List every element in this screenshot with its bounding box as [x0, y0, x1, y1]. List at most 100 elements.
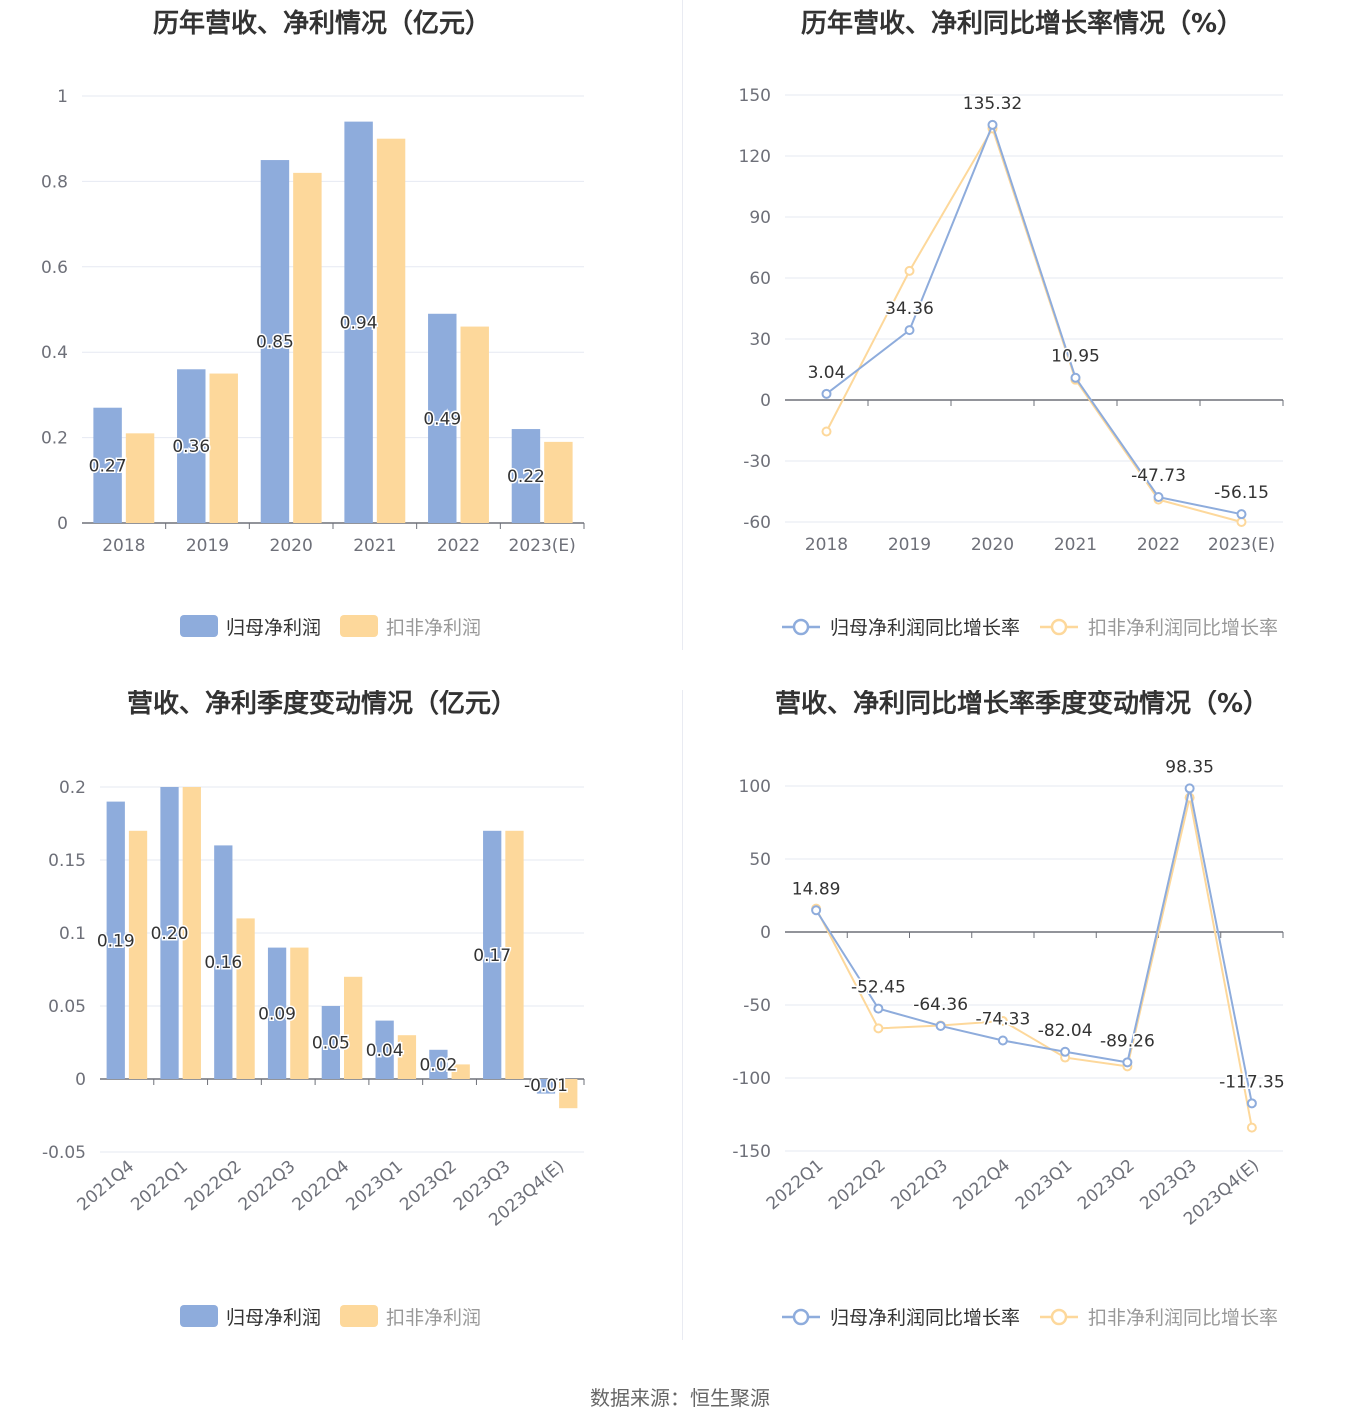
bar-series1 — [483, 830, 502, 1079]
vertical-divider-top — [682, 0, 683, 650]
bar-series2 — [290, 947, 309, 1079]
bar-series1 — [160, 787, 179, 1079]
y-tick-label: 1 — [57, 87, 68, 107]
data-label: 0.36 — [172, 437, 210, 457]
y-tick-label: -0.05 — [42, 1143, 86, 1163]
chart-title: 历年营收、净利同比增长率情况（%） — [801, 8, 1243, 39]
data-label: -117.35 — [1219, 1072, 1285, 1092]
point-series2 — [821, 426, 832, 437]
y-tick-label: 60 — [749, 269, 771, 289]
chart-title: 营收、净利季度变动情况（亿元） — [127, 690, 517, 719]
annual-growth-chart-svg: 历年营收、净利同比增长率情况（%） -60 -30 0 30 60 90 120 150 2018… — [739, 8, 1284, 639]
legend-swatch — [340, 615, 378, 637]
y-tick-label: -60 — [743, 513, 771, 533]
point-series1 — [1246, 1098, 1257, 1109]
data-label: 98.35 — [1165, 757, 1214, 777]
bar-series1 — [214, 845, 233, 1079]
y-tick-label: -50 — [743, 996, 771, 1016]
point-series1 — [1236, 509, 1247, 520]
data-label: -0.01 — [524, 1076, 568, 1096]
quarterly-growth-chart-svg: 营收、净利同比增长率季度变动情况（%） -150 -100 -50 0 50 100 2022… — [732, 690, 1286, 1329]
x-tick-label: 2021 — [1054, 535, 1097, 555]
data-label: 0.85 — [256, 333, 294, 353]
point-series1 — [997, 1035, 1008, 1046]
data-label: 34.36 — [885, 299, 934, 319]
data-label: 0.17 — [473, 946, 511, 966]
data-label: 0.16 — [204, 953, 242, 973]
point-series1 — [1060, 1046, 1071, 1057]
data-label: -52.45 — [851, 978, 906, 998]
point-series1 — [1070, 372, 1081, 383]
legend-marker — [792, 1308, 810, 1326]
data-label: -89.26 — [1100, 1031, 1155, 1051]
point-series2 — [1246, 1122, 1257, 1133]
x-tick-label: 2023Q2 — [1074, 1156, 1139, 1215]
y-tick-label: 0.8 — [41, 172, 68, 192]
bar-series1 — [511, 429, 541, 523]
bar-series2 — [451, 1064, 470, 1079]
data-label: 10.95 — [1051, 347, 1100, 367]
y-tick-label: 0 — [57, 514, 68, 534]
point-series1 — [987, 119, 998, 130]
x-tick-label: 2022Q3 — [887, 1156, 952, 1215]
data-label: 0.94 — [340, 313, 378, 333]
point-series1 — [811, 905, 822, 916]
point-series2 — [1236, 517, 1247, 527]
x-tick-label: 2023(E) — [509, 536, 576, 556]
data-label: -56.15 — [1214, 483, 1269, 503]
point-series1 — [821, 388, 832, 399]
point-series2 — [997, 1016, 1008, 1027]
x-tick-label: 2020 — [270, 536, 313, 556]
legend-label: 归母净利润 — [226, 1307, 321, 1329]
data-label: 0.02 — [419, 1055, 457, 1075]
data-label: -47.73 — [1131, 466, 1186, 486]
point-series1 — [935, 1020, 946, 1031]
annual-growth-chart: 历年营收、净利同比增长率情况（%） -60 -30 0 30 60 90 120 150 2018… — [680, 0, 1360, 690]
quarterly-profit-chart-svg: 营收、净利季度变动情况（亿元） -0.05 0 0.05 0.1 0.15 0.2 2021Q… — [42, 690, 585, 1329]
x-tick-label: 2023Q2 — [396, 1157, 461, 1216]
y-tick-label: 0.15 — [48, 851, 86, 871]
y-tick-label: -100 — [732, 1069, 771, 1089]
legend-label: 扣非净利润 — [386, 1307, 481, 1329]
bar-series2 — [293, 172, 322, 524]
line-series1 — [815, 788, 1253, 1104]
bar-series1 — [177, 369, 206, 523]
bar-series2 — [376, 138, 406, 523]
legend-label: 扣非净利润同比增长率 — [1088, 1307, 1278, 1329]
y-tick-label: 0.2 — [41, 429, 68, 449]
quarterly-growth-chart: 营收、净利同比增长率季度变动情况（%） -150 -100 -50 0 50 100 2022… — [680, 690, 1360, 1380]
bar-series2 — [505, 830, 524, 1079]
legend-swatch — [180, 1305, 218, 1327]
legend-swatch — [340, 1305, 378, 1327]
y-tick-label: 120 — [739, 147, 771, 167]
data-label: 0.05 — [312, 1034, 350, 1054]
bar-series2 — [559, 1079, 578, 1109]
y-tick-label: 0.2 — [59, 778, 86, 798]
bar-series2 — [544, 441, 573, 523]
annual-profit-chart: 历年营收、净利情况（亿元） 0 0.2 0.4 0.6 0.8 1 2018 2019 2020 2… — [0, 0, 680, 690]
y-tick-label: 50 — [749, 850, 771, 870]
x-tick-label: 2019 — [186, 536, 229, 556]
bar-series2 — [236, 918, 255, 1079]
y-tick-label: 0.4 — [41, 343, 68, 363]
line-series2 — [825, 126, 1242, 523]
legend-marker — [1050, 618, 1068, 636]
bar-series1 — [375, 1020, 394, 1079]
x-tick-label: 2023Q1 — [342, 1157, 407, 1216]
legend-label: 归母净利润同比增长率 — [830, 1307, 1020, 1329]
bar-series2 — [397, 1035, 417, 1079]
x-tick-label: 2022Q3 — [235, 1157, 300, 1216]
bar-series2 — [209, 373, 238, 523]
data-label: 14.89 — [792, 879, 841, 899]
bar-series1 — [267, 947, 287, 1079]
x-tick-label: 2022Q2 — [181, 1157, 246, 1216]
line-series2 — [815, 797, 1253, 1128]
vertical-divider-bottom — [682, 690, 683, 1340]
bar-series2 — [125, 433, 155, 523]
chart-title: 营收、净利同比增长率季度变动情况（%） — [775, 690, 1269, 719]
point-series1 — [1153, 492, 1164, 503]
point-series1 — [1122, 1057, 1133, 1068]
y-tick-label: -30 — [743, 452, 771, 472]
bar-series2 — [182, 787, 201, 1079]
legend-swatch — [180, 615, 218, 637]
